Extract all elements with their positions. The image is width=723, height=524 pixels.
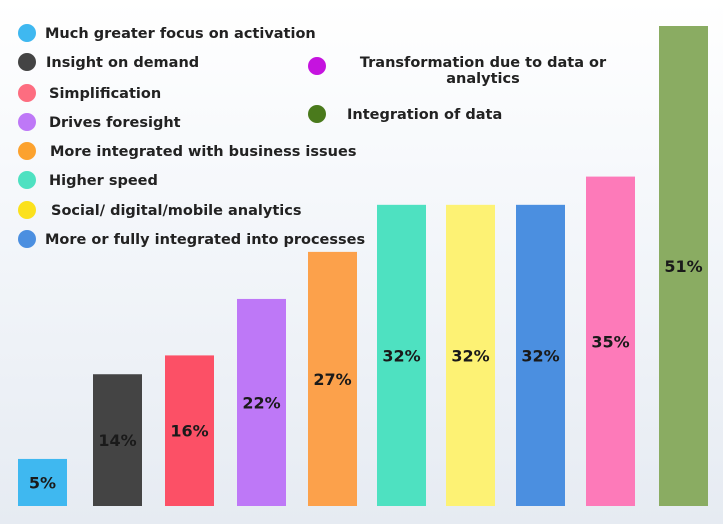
legend-label-6: Higher speed xyxy=(49,173,158,189)
bar-value-label-2: 14% xyxy=(98,431,136,450)
legend-marker-10 xyxy=(308,105,326,123)
bar-8 xyxy=(516,204,565,506)
legend-marker-6 xyxy=(18,171,36,189)
legend-label-3: Simplification xyxy=(49,86,161,102)
bar-value-label-10: 51% xyxy=(664,257,702,276)
legend-marker-1 xyxy=(18,24,36,42)
legend-label-2: Insight on demand xyxy=(46,55,199,71)
bar-9 xyxy=(586,176,635,506)
legend-label-5: More integrated with business issues xyxy=(50,144,356,160)
legend-marker-4 xyxy=(18,113,36,131)
legend-marker-2 xyxy=(18,53,36,71)
legend-label-9-line2: analytics xyxy=(446,71,519,87)
bar-value-label-5: 27% xyxy=(313,370,351,389)
legend-label-10: Integration of data xyxy=(347,107,502,123)
legend-label-9-line1: Transformation due to data or xyxy=(360,55,607,71)
bar-value-label-3: 16% xyxy=(170,422,208,441)
bar-2 xyxy=(93,374,142,506)
bar-value-label-6: 32% xyxy=(382,346,420,365)
bar-10 xyxy=(659,26,708,506)
legend-label-8: More or fully integrated into processes xyxy=(45,232,365,248)
bar-7 xyxy=(446,204,495,506)
legend-marker-5 xyxy=(18,142,36,160)
bar-4 xyxy=(237,298,286,506)
bar-3 xyxy=(165,355,214,506)
legend-label-1: Much greater focus on activation xyxy=(45,26,316,42)
legend-marker-8 xyxy=(18,230,36,248)
bar-value-label-7: 32% xyxy=(451,346,489,365)
legend-label-7: Social/ digital/mobile analytics xyxy=(51,203,301,219)
legend-marker-3 xyxy=(18,84,36,102)
legend-label-4: Drives foresight xyxy=(49,115,181,131)
bar-value-label-1: 5% xyxy=(29,473,56,492)
bar-value-label-4: 22% xyxy=(242,393,280,412)
bar-5 xyxy=(308,251,357,506)
bar-1 xyxy=(18,458,67,506)
legend-marker-7 xyxy=(18,201,36,219)
bar-value-label-9: 35% xyxy=(591,332,629,351)
bar-value-label-8: 32% xyxy=(521,346,559,365)
legend-marker-9 xyxy=(308,57,326,75)
bar-6 xyxy=(377,204,426,506)
